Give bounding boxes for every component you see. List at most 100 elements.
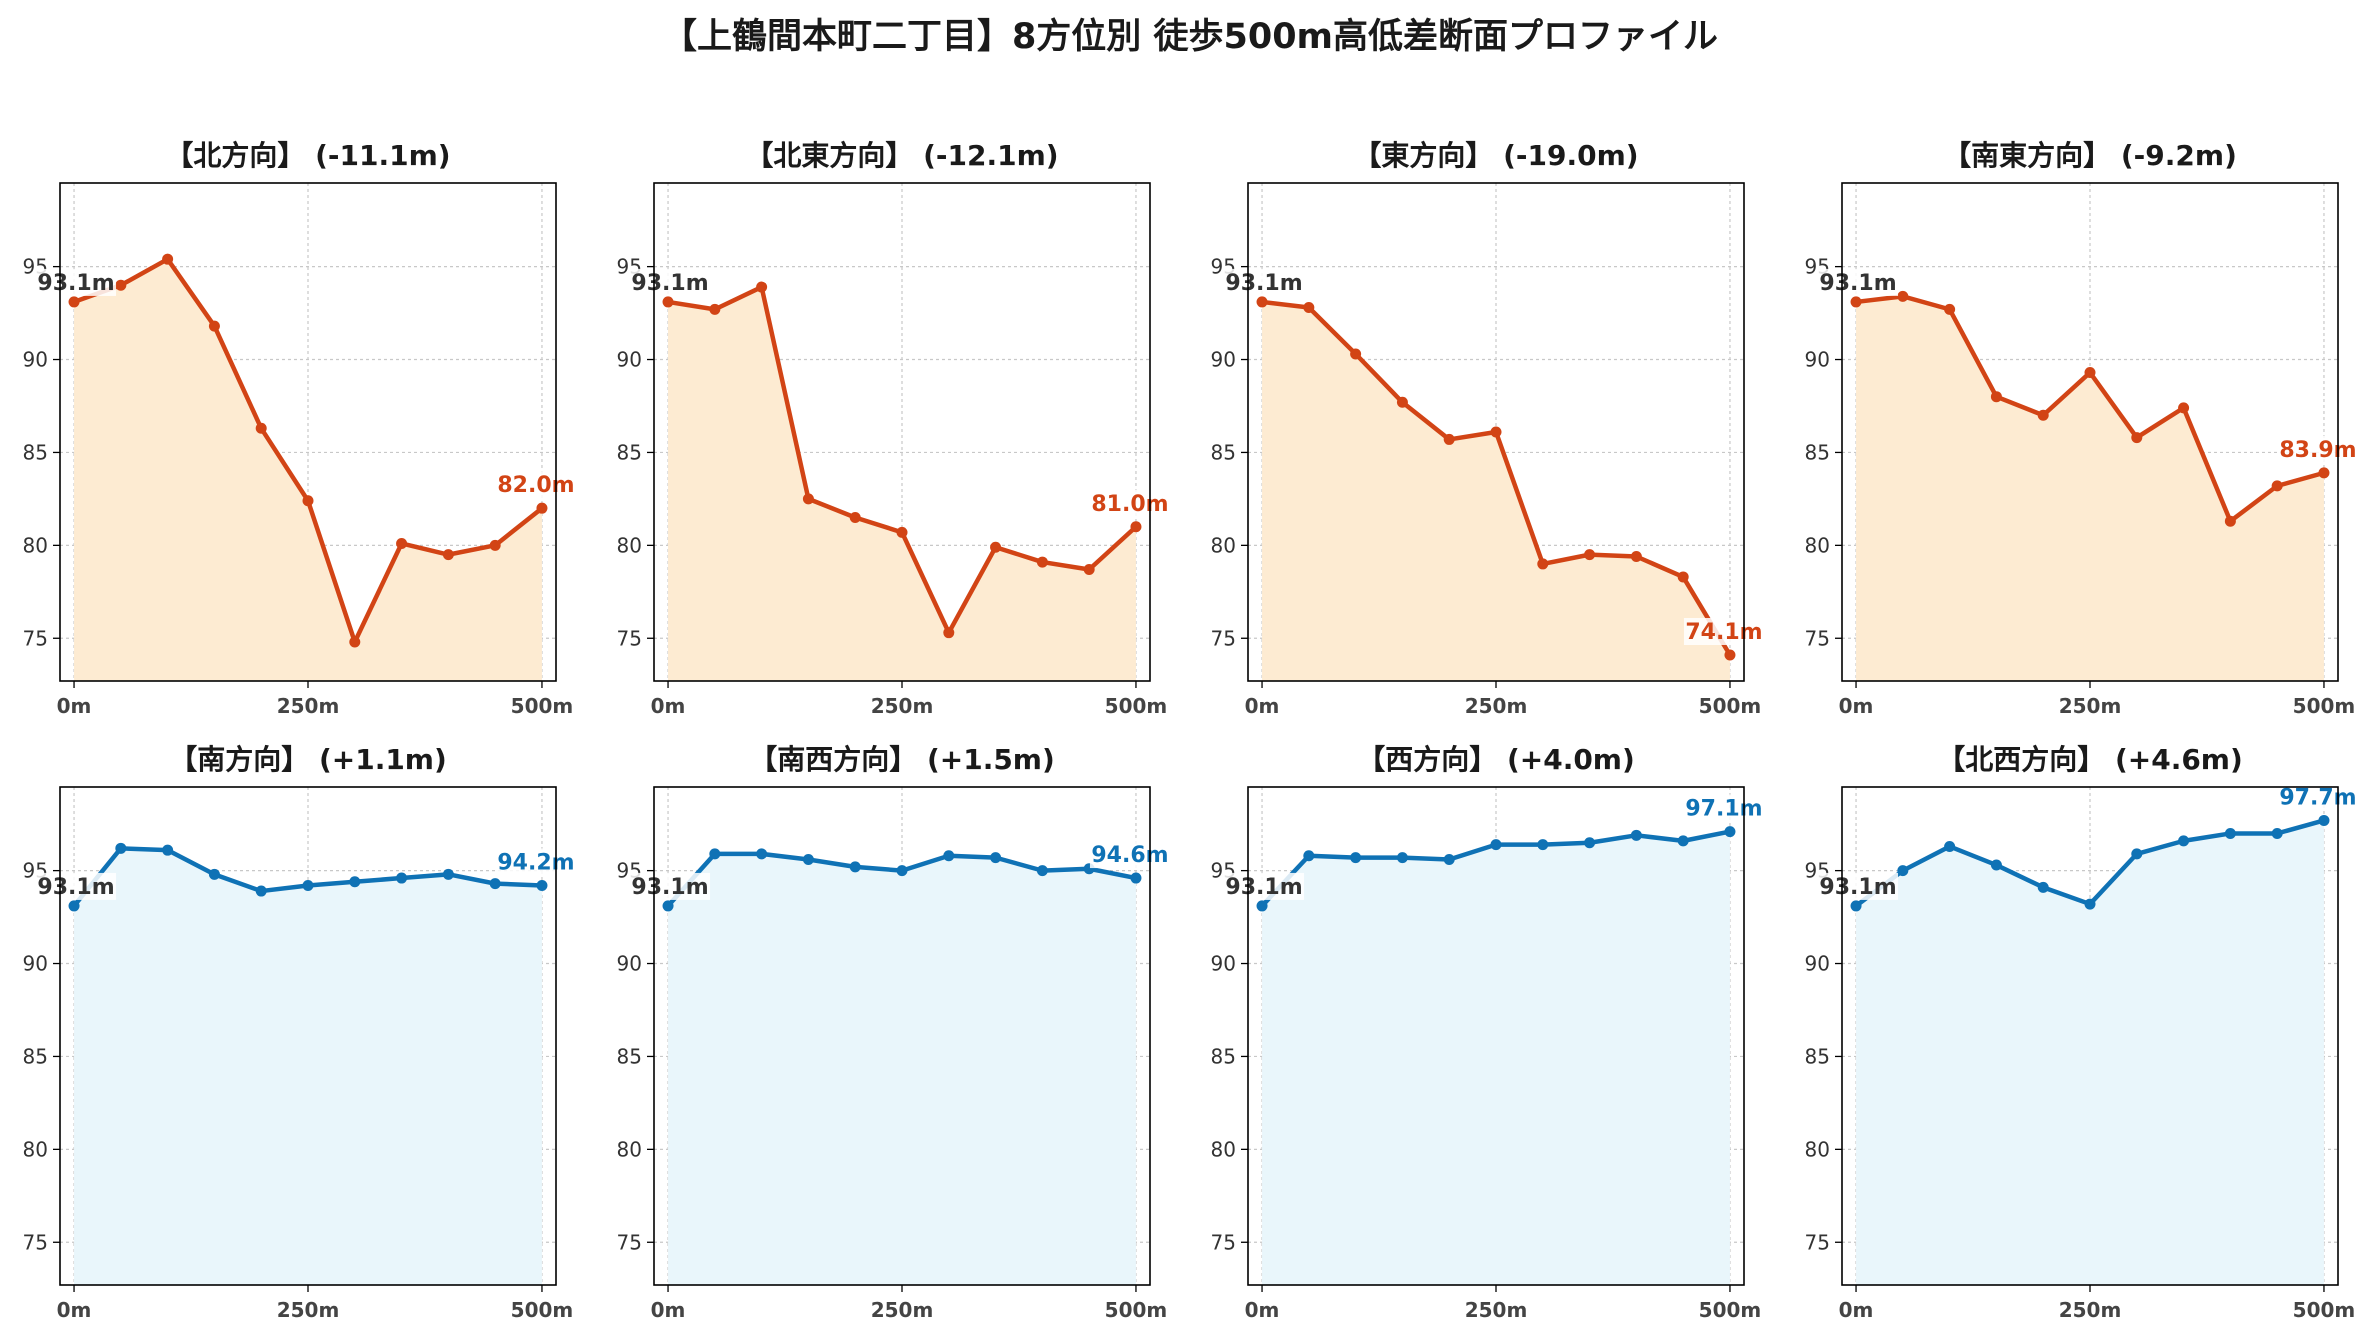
area-fill: [74, 848, 542, 1285]
y-tick-label: 85: [617, 440, 642, 464]
end-elevation-label: 97.7m: [2279, 785, 2356, 810]
data-point: [1350, 852, 1362, 864]
data-point: [489, 539, 501, 551]
start-label-box: [1818, 872, 1899, 900]
start-label-box: [630, 872, 711, 900]
data-point: [115, 842, 127, 854]
end-elevation-label: 94.6m: [1091, 843, 1168, 868]
data-point: [442, 549, 454, 561]
data-point: [1990, 391, 2002, 403]
data-point: [990, 852, 1002, 864]
data-point: [302, 879, 314, 891]
y-tick-label: 75: [1211, 626, 1236, 650]
start-label-box: [36, 268, 117, 296]
data-point: [302, 495, 314, 507]
area-fill: [1856, 820, 2324, 1285]
data-point: [1396, 396, 1408, 408]
data-point: [802, 493, 814, 505]
data-point: [896, 865, 908, 877]
panel-title: 【北東方向】 (-12.1m): [745, 139, 1058, 172]
data-point: [662, 900, 674, 912]
data-point: [709, 848, 721, 860]
x-tick-label: 0m: [1839, 694, 1874, 718]
start-label-box: [1818, 268, 1899, 296]
end-label-box: [1089, 841, 1170, 869]
data-point: [1256, 900, 1268, 912]
y-tick-label: 75: [1211, 1230, 1236, 1254]
data-point: [2131, 432, 2143, 444]
data-point: [2318, 467, 2330, 479]
panel-title: 【南方向】 (+1.1m): [169, 743, 447, 776]
y-tick-label: 85: [617, 1044, 642, 1068]
x-tick-label: 250m: [871, 1298, 934, 1322]
data-point: [2037, 409, 2049, 421]
data-point: [756, 281, 768, 293]
data-point: [709, 303, 721, 315]
y-tick-label: 80: [1805, 1137, 1830, 1161]
axes-frame: [1841, 182, 2339, 682]
data-point: [1490, 839, 1502, 851]
data-point: [849, 511, 861, 523]
start-elevation-label: 93.1m: [37, 875, 114, 900]
y-tick-label: 85: [1211, 1044, 1236, 1068]
data-point: [2178, 402, 2190, 414]
data-point: [943, 850, 955, 862]
data-point: [2224, 515, 2236, 527]
data-point: [68, 296, 80, 308]
end-elevation-label: 74.1m: [1685, 620, 1762, 645]
data-point: [2178, 835, 2190, 847]
data-point: [1256, 296, 1268, 308]
y-tick-label: 90: [1805, 348, 1830, 372]
x-tick-label: 250m: [1465, 694, 1528, 718]
y-tick-label: 75: [1805, 626, 1830, 650]
data-point: [208, 320, 220, 332]
end-elevation-label: 83.9m: [2279, 438, 2356, 463]
y-tick-label: 90: [1211, 952, 1236, 976]
y-tick-label: 90: [23, 348, 48, 372]
data-point: [1850, 296, 1862, 308]
end-label-box: [2277, 783, 2358, 811]
data-point: [208, 868, 220, 880]
data-point: [1303, 302, 1315, 313]
start-label-box: [36, 872, 117, 900]
data-point: [1944, 303, 1956, 315]
data-point: [349, 636, 361, 648]
data-point: [990, 541, 1002, 553]
area-fill: [1262, 831, 1730, 1285]
y-tick-label: 85: [23, 1044, 48, 1068]
y-tick-label: 90: [1805, 952, 1830, 976]
axes-frame: [59, 786, 557, 1286]
x-tick-label: 250m: [2059, 694, 2122, 718]
axes-frame: [1247, 786, 1745, 1286]
data-point: [162, 253, 174, 265]
x-tick-label: 500m: [511, 1298, 574, 1322]
data-point: [1944, 840, 1956, 852]
y-tick-label: 85: [1211, 440, 1236, 464]
data-point: [1850, 900, 1862, 912]
data-point: [802, 853, 814, 865]
end-label-box: [1089, 489, 1170, 517]
start-elevation-label: 93.1m: [1819, 875, 1896, 900]
data-point: [1130, 872, 1142, 884]
x-tick-label: 250m: [277, 694, 340, 718]
x-tick-label: 250m: [277, 1298, 340, 1322]
data-point: [943, 627, 955, 639]
y-tick-label: 75: [1805, 1230, 1830, 1254]
data-point: [896, 526, 908, 538]
data-point: [1630, 551, 1642, 562]
end-label-box: [1683, 617, 1764, 645]
x-tick-label: 0m: [1839, 1298, 1874, 1322]
end-label-box: [495, 471, 576, 499]
y-tick-label: 85: [23, 440, 48, 464]
data-point: [1130, 521, 1142, 533]
area-fill: [1856, 296, 2324, 681]
y-tick-label: 80: [23, 1137, 48, 1161]
x-tick-label: 500m: [1105, 694, 1168, 718]
data-point: [662, 296, 674, 308]
x-tick-label: 0m: [651, 694, 686, 718]
